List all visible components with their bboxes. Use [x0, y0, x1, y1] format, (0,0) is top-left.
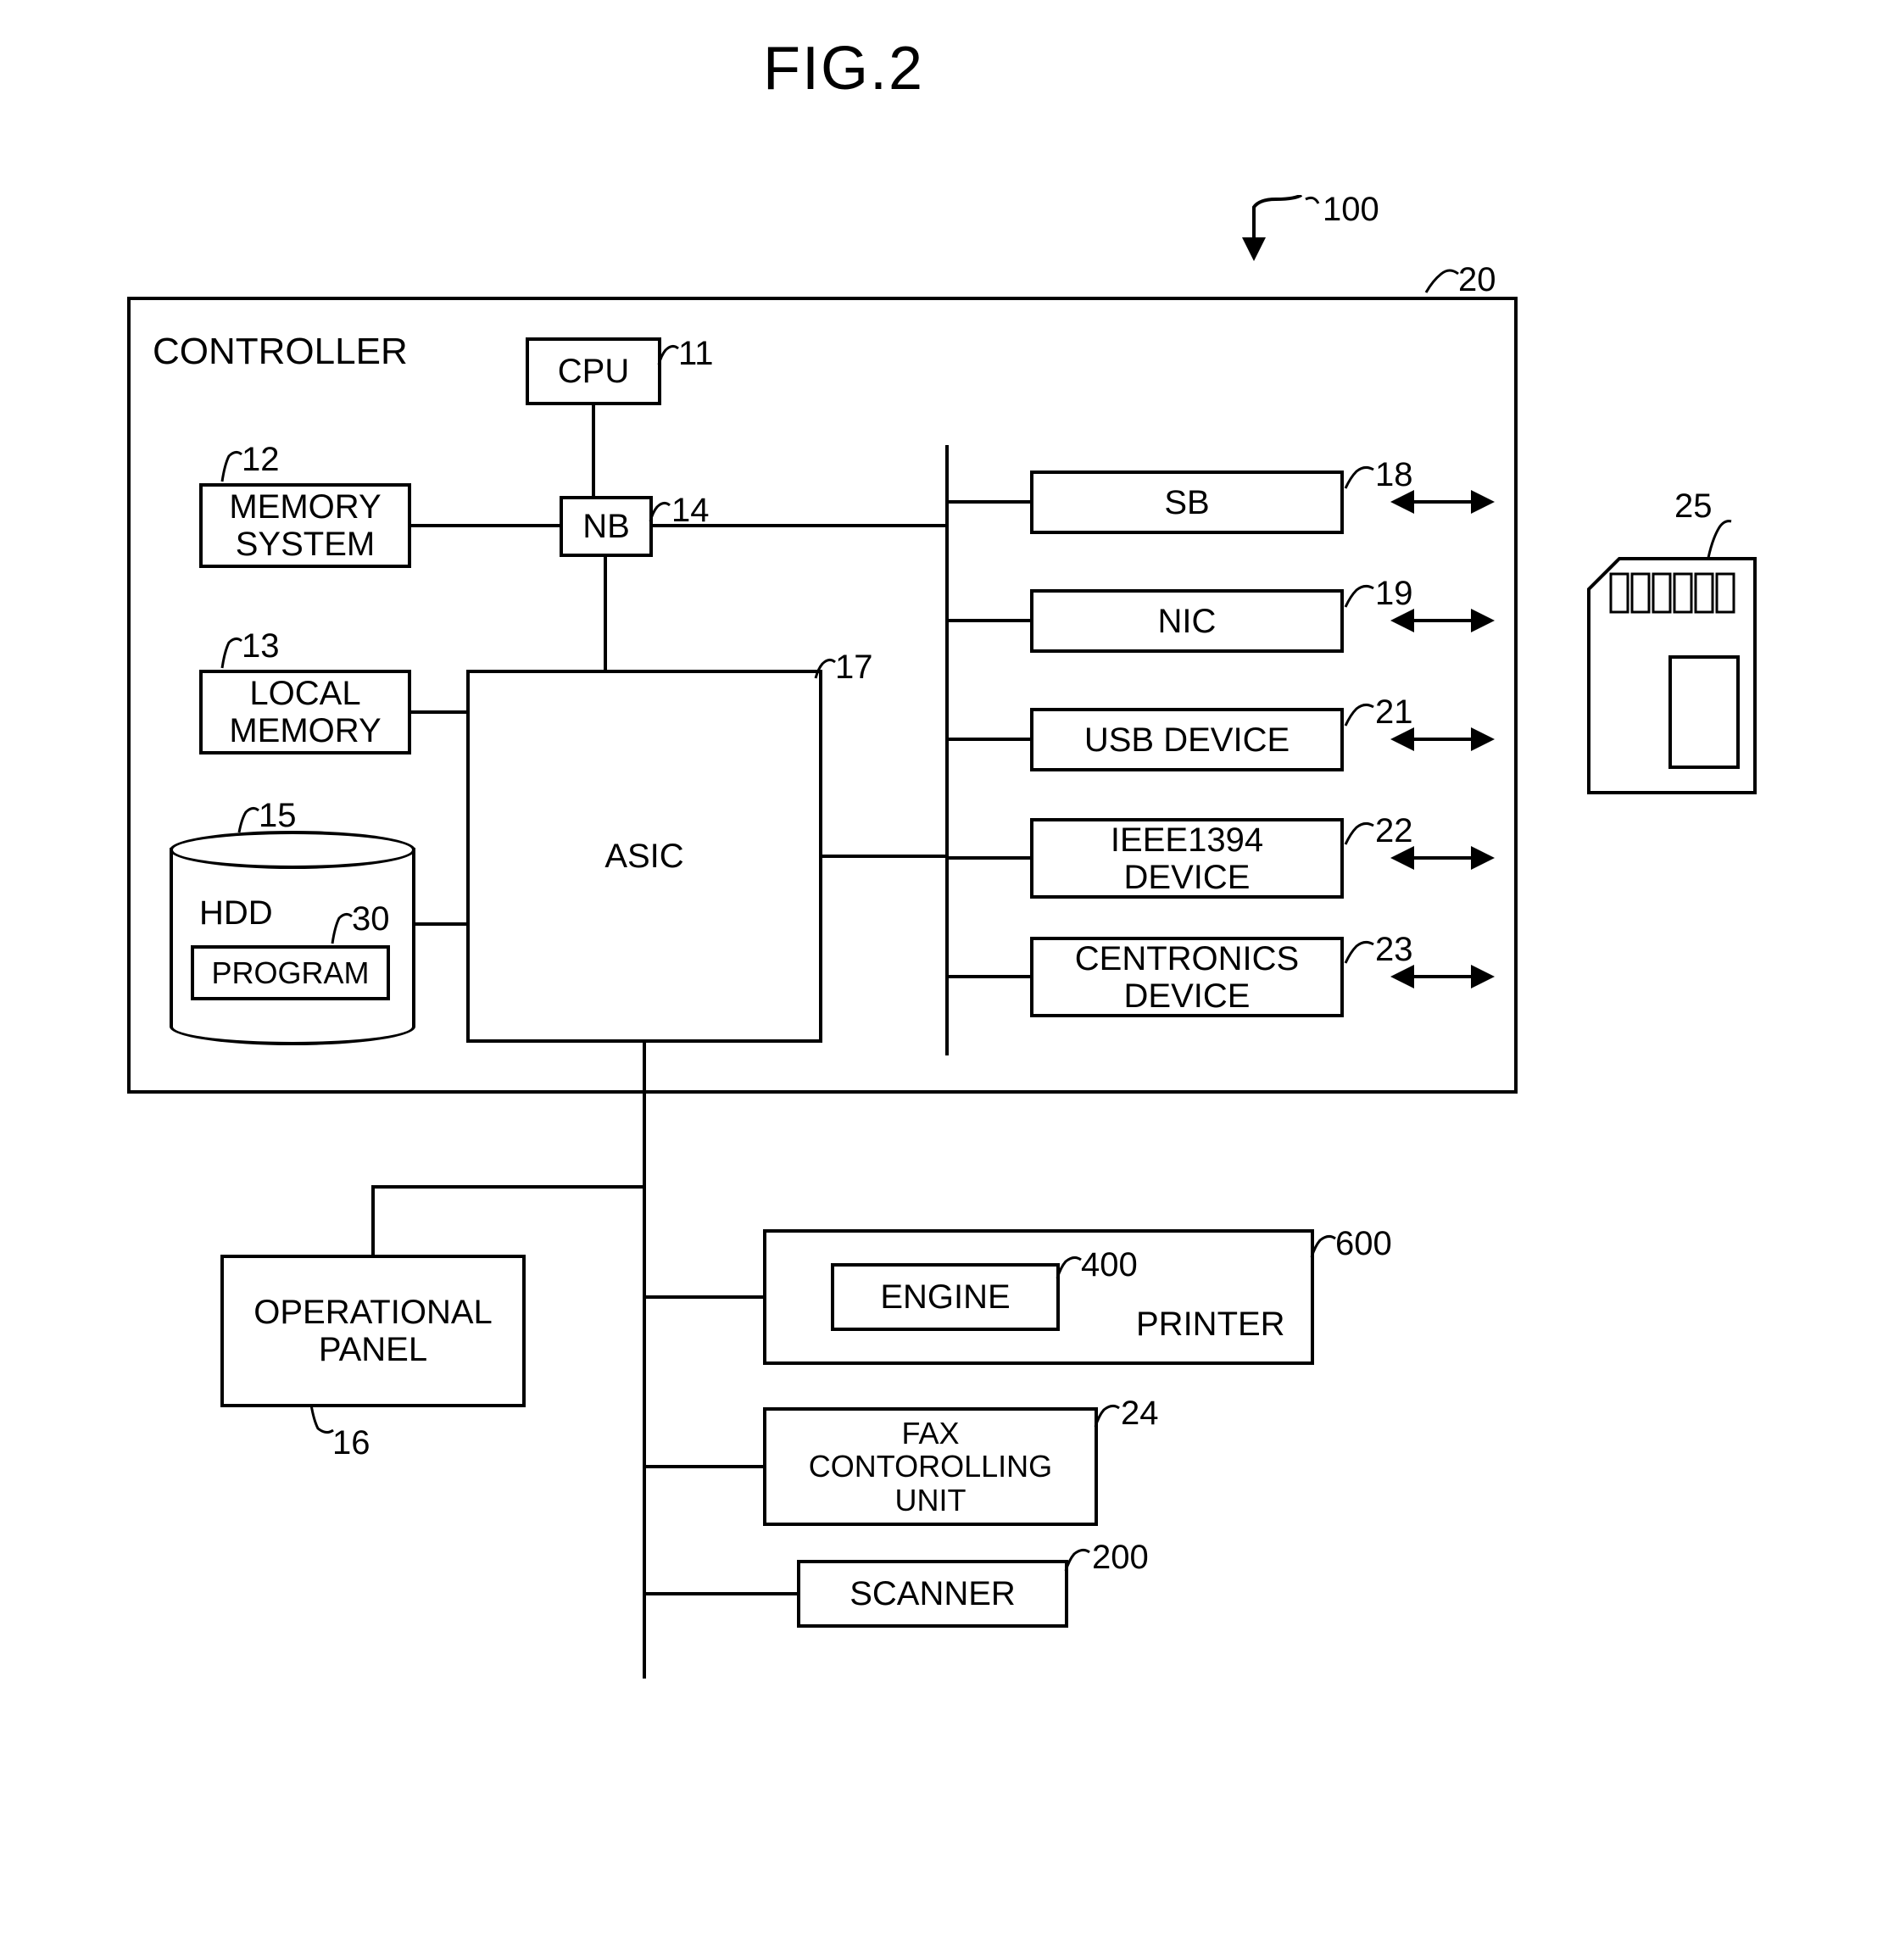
sb-arrow-line [1407, 500, 1475, 504]
conn-asic-bus [822, 855, 949, 858]
ref-curve-16 [309, 1403, 335, 1437]
controller-label: CONTROLLER [153, 331, 408, 373]
ref-15: 15 [259, 797, 297, 835]
cent-arrow-left [1390, 965, 1414, 988]
cpu-block: CPU [526, 337, 661, 405]
centronics-label: CENTRONICS DEVICE [1075, 940, 1299, 1015]
conn-local-asic [411, 710, 466, 714]
asic-label: ASIC [604, 838, 683, 875]
ref-17: 17 [835, 649, 873, 687]
conn-bus-ieee [945, 856, 1030, 860]
ref-18: 18 [1375, 456, 1413, 494]
conn-bus-usb [945, 738, 1030, 741]
usb-arrow-right [1471, 727, 1495, 751]
ref-600: 600 [1335, 1225, 1392, 1263]
ieee-arrow-line [1407, 856, 1475, 860]
memory-system-block: MEMORY SYSTEM [199, 483, 411, 568]
bus-line [945, 445, 949, 1055]
conn-mem-nb [411, 524, 560, 527]
conn-asic-printer [643, 1295, 763, 1299]
sb-label: SB [1164, 484, 1209, 521]
arrow-100-curve [1252, 195, 1303, 220]
conn-bus-cent [945, 975, 1030, 978]
ref-curve-200 [1064, 1547, 1094, 1573]
conn-nb-asic [604, 557, 607, 670]
ref-16: 16 [332, 1424, 370, 1462]
ref-12: 12 [242, 441, 280, 479]
ref-21: 21 [1375, 693, 1413, 732]
ref-20: 20 [1458, 261, 1496, 299]
nic-arrow-left [1390, 609, 1414, 632]
nic-label: NIC [1158, 603, 1217, 640]
engine-label: ENGINE [880, 1278, 1010, 1316]
ref-curve-19 [1344, 583, 1378, 609]
local-memory-block: LOCAL MEMORY [199, 670, 411, 754]
ieee-arrow-right [1471, 846, 1495, 870]
sb-arrow-right [1471, 490, 1495, 514]
op-panel-label: OPERATIONAL PANEL [253, 1294, 493, 1368]
nb-label: NB [582, 508, 630, 545]
conn-asic-panel-v [371, 1185, 375, 1255]
usb-label: USB DEVICE [1084, 721, 1290, 759]
ieee1394-block: IEEE1394 DEVICE [1030, 818, 1344, 899]
program-label: PROGRAM [211, 956, 369, 990]
conn-hdd-asic [415, 922, 466, 926]
ref-curve-18 [1344, 465, 1378, 490]
program-block: PROGRAM [191, 945, 390, 1000]
sb-arrow-left [1390, 490, 1414, 514]
ref-11: 11 [678, 335, 714, 373]
sb-block: SB [1030, 471, 1344, 534]
ref-curve-23 [1344, 939, 1378, 965]
ieee-arrow-left [1390, 846, 1414, 870]
conn-asic-scanner [643, 1592, 797, 1595]
printer-label: PRINTER [1136, 1306, 1285, 1344]
conn-nb-bus [653, 524, 949, 527]
usb-arrow-left [1390, 727, 1414, 751]
nb-block: NB [560, 496, 653, 557]
local-memory-label: LOCAL MEMORY [229, 675, 381, 749]
ref-curve-21 [1344, 702, 1378, 727]
conn-asic-panel-h [371, 1185, 646, 1189]
centronics-block: CENTRONICS DEVICE [1030, 937, 1344, 1017]
ref-13: 13 [242, 627, 280, 665]
op-panel-block: OPERATIONAL PANEL [220, 1255, 526, 1407]
cent-arrow-line [1407, 975, 1475, 978]
nic-arrow-line [1407, 619, 1475, 622]
asic-block: ASIC [466, 670, 822, 1043]
hdd-label: HDD [199, 894, 273, 933]
ref-19: 19 [1375, 575, 1413, 613]
usb-arrow-line [1407, 738, 1475, 741]
ref-400: 400 [1081, 1246, 1138, 1284]
ref-30: 30 [352, 900, 390, 938]
cpu-label: CPU [558, 353, 629, 390]
conn-bus-sb [945, 500, 1030, 504]
ref-24: 24 [1121, 1395, 1159, 1433]
fax-block: FAX CONTOROLLING UNIT [763, 1407, 1098, 1526]
ref-100: 100 [1323, 191, 1379, 229]
figure-title: FIG.2 [763, 34, 924, 103]
sd-card-icon [1585, 555, 1763, 801]
memory-system-label: MEMORY SYSTEM [229, 488, 381, 563]
nic-arrow-right [1471, 609, 1495, 632]
conn-cpu-nb [592, 405, 595, 496]
ieee1394-label: IEEE1394 DEVICE [1111, 821, 1263, 896]
ref-curve-14 [649, 500, 674, 526]
ref-curve-22 [1344, 821, 1378, 846]
ref-25: 25 [1674, 487, 1713, 526]
conn-bus-nic [945, 619, 1030, 622]
nic-block: NIC [1030, 589, 1344, 653]
engine-block: ENGINE [831, 1263, 1060, 1331]
fax-label: FAX CONTOROLLING UNIT [809, 1417, 1052, 1517]
scanner-block: SCANNER [797, 1560, 1068, 1628]
ref-23: 23 [1375, 931, 1413, 969]
ref-200: 200 [1092, 1539, 1149, 1577]
scanner-label: SCANNER [850, 1575, 1016, 1612]
cent-arrow-right [1471, 965, 1495, 988]
ref-curve-24 [1094, 1403, 1123, 1428]
usb-block: USB DEVICE [1030, 708, 1344, 771]
ref-22: 22 [1375, 812, 1413, 850]
conn-asic-down [643, 1043, 646, 1679]
conn-asic-fax [643, 1465, 763, 1468]
